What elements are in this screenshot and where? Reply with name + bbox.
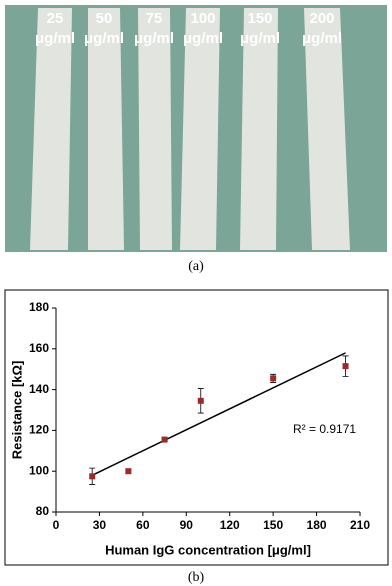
point <box>342 363 349 370</box>
x-tick-label: 0 <box>53 518 60 532</box>
point <box>125 468 132 475</box>
x-tick-label: 60 <box>136 518 150 532</box>
y-tick-label: 160 <box>29 341 49 355</box>
x-axis-label: Human IgG concentration [μg/ml] <box>105 542 311 557</box>
chart-frame <box>4 289 389 566</box>
x-tick-label: 120 <box>220 518 240 532</box>
x-tick-label: 180 <box>307 518 327 532</box>
point <box>270 375 277 382</box>
strip-label: 100 <box>190 10 215 27</box>
strip-label: 75 <box>146 10 163 27</box>
y-tick-label: 140 <box>29 382 49 396</box>
point <box>161 436 168 443</box>
caption: (b) <box>188 570 205 585</box>
y-tick-label: 120 <box>29 423 49 437</box>
strip-label: 25 <box>47 10 64 27</box>
strip-label: 50 <box>96 10 113 27</box>
point <box>197 397 204 404</box>
x-tick-label: 150 <box>263 518 283 532</box>
y-tick-label: 180 <box>29 300 49 314</box>
strips <box>30 8 350 250</box>
strip-label: 200 <box>309 10 334 27</box>
annotation: R² = 0.9171 <box>293 422 356 436</box>
strip-unit: μg/ml <box>134 30 174 47</box>
strip-unit: μg/ml <box>35 30 75 47</box>
caption: (a) <box>188 259 204 274</box>
x-tick-label: 30 <box>93 518 107 532</box>
y-tick-label: 80 <box>36 504 50 518</box>
y-axis-label: Resistance [kΩ] <box>9 361 24 460</box>
point <box>89 473 96 480</box>
x-tick-label: 210 <box>350 518 370 532</box>
x-tick-label: 90 <box>180 518 194 532</box>
strip-unit: μg/ml <box>302 30 342 47</box>
strip-unit: μg/ml <box>84 30 124 47</box>
strip-unit: μg/ml <box>183 30 223 47</box>
trendline <box>91 352 346 476</box>
strip-label: 150 <box>247 10 272 27</box>
y-tick-label: 100 <box>29 463 49 477</box>
strip-unit: μg/ml <box>240 30 280 47</box>
